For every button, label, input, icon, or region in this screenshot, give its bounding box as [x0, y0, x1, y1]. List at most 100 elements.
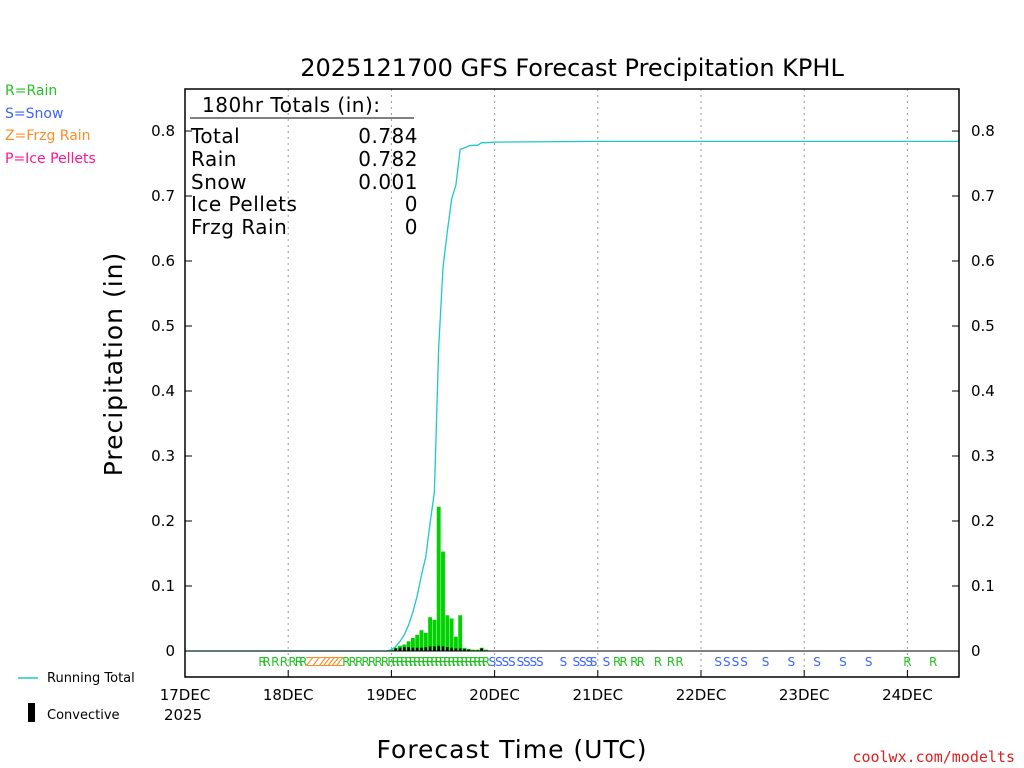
ptype-marker: R [460, 655, 468, 669]
y-tick-label-right: 0.4 [971, 382, 995, 400]
ptype-markers: RR R R RRRZZZZZZZRRRRRRRRRRRRRRRRRRRRRRRRRR… [258, 655, 937, 669]
convective-bar [463, 649, 466, 651]
series-legend: Running Total Convective [18, 671, 135, 723]
totals-value-total: 0.784 [358, 124, 418, 148]
ptype-marker: R [404, 655, 412, 669]
convective-bar [407, 647, 410, 651]
ptype-marker: R [654, 655, 662, 669]
convective-legend-label: Convective [47, 708, 120, 723]
totals-value-rain: 0.782 [358, 147, 418, 171]
ptype-marker: R [675, 655, 683, 669]
convective-bar [411, 647, 415, 651]
ptype-marker: R [349, 655, 357, 669]
ptype-marker: R [430, 655, 438, 669]
ptype-marker: S [517, 655, 525, 669]
ptype-marker: S [502, 655, 510, 669]
running-total-line [185, 140, 959, 652]
totals-header: 180hr Totals (in): [202, 93, 381, 117]
x-tick-label: 21DEC [573, 686, 624, 704]
legend-rain: R=Rain [5, 83, 57, 99]
convective-bar [398, 647, 402, 651]
ptype-marker: S [585, 655, 593, 669]
plot-frame [184, 88, 960, 678]
precip-bar [423, 632, 428, 651]
ptype-marker: R [271, 655, 279, 669]
precip-bar [415, 634, 420, 651]
ptype-marker: R [929, 655, 937, 669]
ptype-marker: R [413, 655, 421, 669]
totals-label-snow: Snow [191, 170, 247, 194]
ptype-marker: R [465, 655, 473, 669]
totals-label-frzg-rain: Frzg Rain [191, 215, 287, 239]
ptype-marker: R [456, 655, 464, 669]
ptype-marker: S [495, 655, 503, 669]
convective-legend-swatch [28, 703, 35, 722]
ptype-marker: R [426, 655, 434, 669]
precip-bar [458, 615, 463, 651]
y-axis-label: Precipitation (in) [99, 252, 128, 477]
ptype-marker: R [469, 655, 477, 669]
legend-freezing-rain: Z=Frzg Rain [5, 128, 91, 144]
ptype-marker: R [417, 655, 425, 669]
y-tick-label-left: 0.1 [151, 577, 175, 595]
ptype-marker: R [258, 655, 266, 669]
ptype-marker: R [392, 655, 400, 669]
totals-label-rain: Rain [191, 147, 237, 171]
running-total-series [185, 140, 959, 652]
y-tick-label-right: 0.6 [971, 252, 995, 270]
ptype-marker: R [342, 655, 350, 669]
ptype-marker: R [387, 655, 395, 669]
precip-bar [406, 641, 411, 651]
totals-box: 180hr Totals (in): Total 0.784 Rain 0.78… [190, 93, 418, 239]
ptype-marker: Z [323, 655, 331, 669]
y-tick-label-right: 0.3 [971, 447, 995, 465]
ptype-marker: S [740, 655, 748, 669]
precip-bar [453, 636, 458, 651]
ptype-marker: R [613, 655, 621, 669]
y-tick-label-right: 0.2 [971, 512, 995, 530]
convective-bar [441, 646, 445, 651]
ptype-marker: R [368, 655, 376, 669]
ptype-marker: R [439, 655, 447, 669]
ptype-marker: R [630, 655, 638, 669]
ptype-marker: R [443, 655, 451, 669]
convective-bar [424, 647, 428, 651]
convective-bar [454, 648, 458, 651]
convective-bar [415, 647, 419, 651]
axes-ticks: 17DEC 18DEC 19DEC 20DEC 21DEC 22DEC 23DEC 24DEC… [151, 122, 995, 704]
ptype-marker: R [478, 655, 486, 669]
convective-bars [394, 645, 483, 651]
totals-value-ice-pellets: 0 [405, 192, 418, 216]
x-tick-label: 22DEC [676, 686, 727, 704]
ptype-marker: R [619, 655, 627, 669]
ptype-marker: R [361, 655, 369, 669]
y-tick-label-right: 0.8 [971, 122, 995, 140]
ptype-marker: S [839, 655, 847, 669]
ptype-legend: R=Rain S=Snow Z=Frzg Rain P=Ice Pellets [5, 83, 96, 167]
precip-bar [441, 551, 445, 651]
convective-bar [458, 648, 462, 651]
ptype-marker: S [723, 655, 731, 669]
convective-bar [394, 648, 397, 651]
convective-bar [420, 647, 423, 651]
precip-bar [484, 649, 488, 651]
y-tick-label-right: 0.5 [971, 317, 995, 335]
precip-bar [449, 618, 454, 651]
ptype-marker: S [523, 655, 531, 669]
precip-bar [419, 630, 424, 651]
y-tick-label-left: 0.5 [151, 317, 175, 335]
ptype-marker: R [381, 655, 389, 669]
ptype-marker: S [732, 655, 740, 669]
ptype-marker: S [603, 655, 611, 669]
ptype-marker: S [813, 655, 821, 669]
y-tick-label-left: 0.4 [151, 382, 175, 400]
ptype-marker: S [590, 655, 598, 669]
ptype-marker: R [396, 655, 404, 669]
ptype-marker: R [409, 655, 417, 669]
totals-label-total: Total [190, 124, 240, 148]
ptype-marker: Z [336, 655, 344, 669]
precip-bar [445, 615, 450, 651]
y-tick-label-left: 0.7 [151, 187, 175, 205]
x-tick-label: 17DEC [160, 686, 211, 704]
